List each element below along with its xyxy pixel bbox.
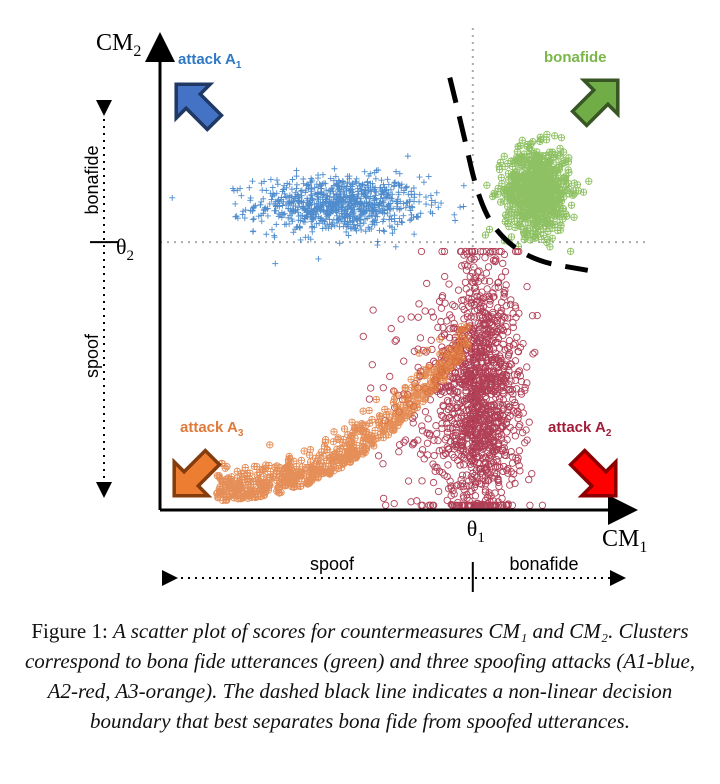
legend-bonafide: bonafide [544, 49, 607, 66]
series-4-marks [213, 322, 472, 504]
scatter-points [169, 130, 593, 509]
x-region-spoof-label: spoof [310, 554, 355, 574]
y-region-bonafide-label: bonafide [82, 145, 102, 214]
x-region-bonafide-label: bonafide [509, 554, 578, 574]
threshold-x-label: θ1 [467, 516, 485, 546]
arrow-bottom-left [172, 448, 222, 498]
decision-boundary [447, 77, 589, 273]
series-1-points [169, 153, 467, 267]
series-4-points [213, 322, 472, 504]
threshold-y-label: θ2 [116, 234, 134, 264]
series-2-points [481, 130, 593, 255]
figure-caption: Figure 1: A scatter plot of scores for c… [20, 616, 700, 736]
y-region-spoof-label: spoof [82, 333, 102, 378]
series-3-points [359, 247, 547, 509]
legend-attack-a3: attack A3 [180, 419, 244, 439]
scatter-figure: CM2 CM1 θ2 θ1 spoof bonafide bonafide sp… [82, 28, 648, 592]
y-axis-label: CM2 [96, 30, 141, 60]
corner-arrows [172, 78, 620, 498]
series-2-marks [481, 130, 593, 255]
x-axis-label: CM1 [602, 526, 647, 556]
legend-attack-a2: attack A2 [548, 419, 612, 439]
arrow-top-right [570, 78, 620, 128]
series-3-marks [359, 247, 547, 509]
arrow-bottom-right [568, 448, 618, 498]
series-1-marks [169, 153, 467, 267]
caption-lead: Figure 1: [31, 619, 114, 643]
caption-body: A scatter plot of scores for countermeas… [24, 619, 696, 733]
legend-attack-a1: attack A1 [178, 51, 242, 71]
arrow-top-left [174, 82, 224, 132]
